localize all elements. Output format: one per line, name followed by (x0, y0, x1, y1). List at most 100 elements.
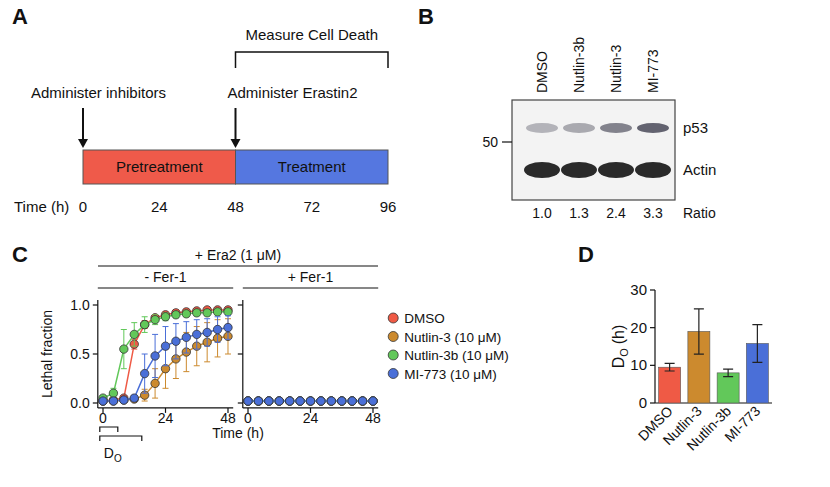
data-point (151, 352, 159, 360)
title-line (243, 287, 378, 288)
y-tick (650, 402, 655, 403)
data-point (358, 397, 366, 405)
phase-bar (83, 150, 236, 184)
data-point (244, 397, 252, 405)
panel-letter: A (12, 4, 28, 29)
y-tick-label: 20 (630, 319, 647, 336)
data-point (275, 397, 283, 405)
panel-b: DMSONutlin-3bNutlin-3MI-7731.01.32.43.35… (482, 37, 716, 221)
data-point (120, 345, 128, 353)
data-point (285, 397, 293, 405)
treatment-header: + Era2 (1 μM) (195, 247, 281, 263)
ratio-value: 3.3 (643, 205, 663, 221)
y-tick (238, 304, 243, 305)
data-point (306, 397, 314, 405)
data-point (244, 397, 252, 405)
error-bar (752, 325, 762, 363)
data-point (285, 397, 293, 405)
event-label: Administer Erastin2 (228, 84, 358, 101)
legend-swatch (388, 332, 398, 342)
data-point (244, 397, 252, 405)
actin-band (635, 162, 671, 178)
legend-swatch (388, 313, 398, 323)
y-tick-label: 0.5 (70, 346, 90, 362)
data-point (348, 397, 356, 405)
panel-a: PretreatmentTreatment024487296Time (h)Ad… (14, 26, 396, 215)
axis-label: Lethal fraction (39, 310, 55, 398)
error-bar (723, 369, 733, 377)
data-point (99, 397, 107, 405)
data-point (109, 397, 117, 405)
tick-label: 24 (151, 198, 168, 215)
data-point (275, 397, 283, 405)
data-point (296, 397, 304, 405)
bracket-label: Measure Cell Death (245, 26, 378, 43)
data-point (254, 397, 262, 405)
data-point (285, 397, 293, 405)
bracket (236, 52, 389, 68)
marker-label: 50 (482, 134, 498, 150)
data-point (120, 396, 128, 404)
lane-label: MI-773 (645, 49, 661, 93)
data-point (213, 325, 221, 333)
bar (659, 367, 681, 403)
y-tick-label: 10 (630, 356, 647, 373)
arrow-head (78, 139, 88, 148)
data-point (338, 397, 346, 405)
x-tick-label: 0 (99, 410, 107, 426)
data-point (161, 342, 169, 350)
data-point (296, 397, 304, 405)
data-point (369, 397, 377, 405)
legend: DMSONutlin-3 (10 μM)Nutlin-3b (10 μM)MI-… (388, 311, 509, 382)
data-point (327, 397, 335, 405)
data-point (348, 397, 356, 405)
data-point (275, 397, 283, 405)
y-tick (238, 402, 243, 403)
y-tick (650, 365, 655, 366)
data-point (224, 308, 232, 316)
annotation-subscript: O (114, 453, 122, 464)
ratio-value: 1.0 (532, 205, 552, 221)
line-chart: - Fer-10.00.51.002448Lethal fractionTime… (39, 269, 264, 464)
data-point (369, 397, 377, 405)
data-point (285, 397, 293, 405)
data-point (265, 397, 273, 405)
ratio-value: 1.3 (569, 205, 589, 221)
legend-label: MI-773 (10 μM) (404, 367, 497, 382)
bar (717, 373, 739, 403)
axis-label-unit: (h) (610, 325, 627, 345)
data-point (151, 316, 159, 324)
data-point (358, 397, 366, 405)
title-line (98, 287, 233, 288)
x-tick-label: 48 (365, 410, 381, 426)
tick-label: 48 (227, 198, 244, 215)
data-point (317, 397, 325, 405)
chart-title: + Fer-1 (288, 269, 334, 285)
data-point (327, 397, 335, 405)
p53-band (526, 123, 558, 133)
axis-label: DO(h) (610, 325, 630, 369)
tick-label: 0 (79, 198, 87, 215)
ratio-label: Ratio (683, 205, 716, 221)
blot-frame (512, 100, 675, 200)
data-point (130, 330, 138, 338)
y-tick (93, 353, 98, 354)
data-point (265, 397, 273, 405)
y-tick (650, 289, 655, 290)
data-point (130, 394, 138, 402)
data-point (172, 311, 180, 319)
y-tick-label: 1.0 (70, 297, 90, 313)
y-tick (93, 304, 98, 305)
line-chart: + Fer-102448DMSONutlin-3 (10 μM)Nutlin-3… (238, 269, 509, 426)
data-point (348, 397, 356, 405)
arrow-head (231, 139, 241, 148)
y-tick (650, 327, 655, 328)
data-point (254, 397, 262, 405)
data-point (99, 397, 107, 405)
data-point (296, 397, 304, 405)
data-point (275, 397, 283, 405)
data-point (193, 330, 201, 338)
event-arrow (235, 108, 237, 140)
actin-band (598, 162, 634, 178)
data-point (99, 397, 107, 405)
